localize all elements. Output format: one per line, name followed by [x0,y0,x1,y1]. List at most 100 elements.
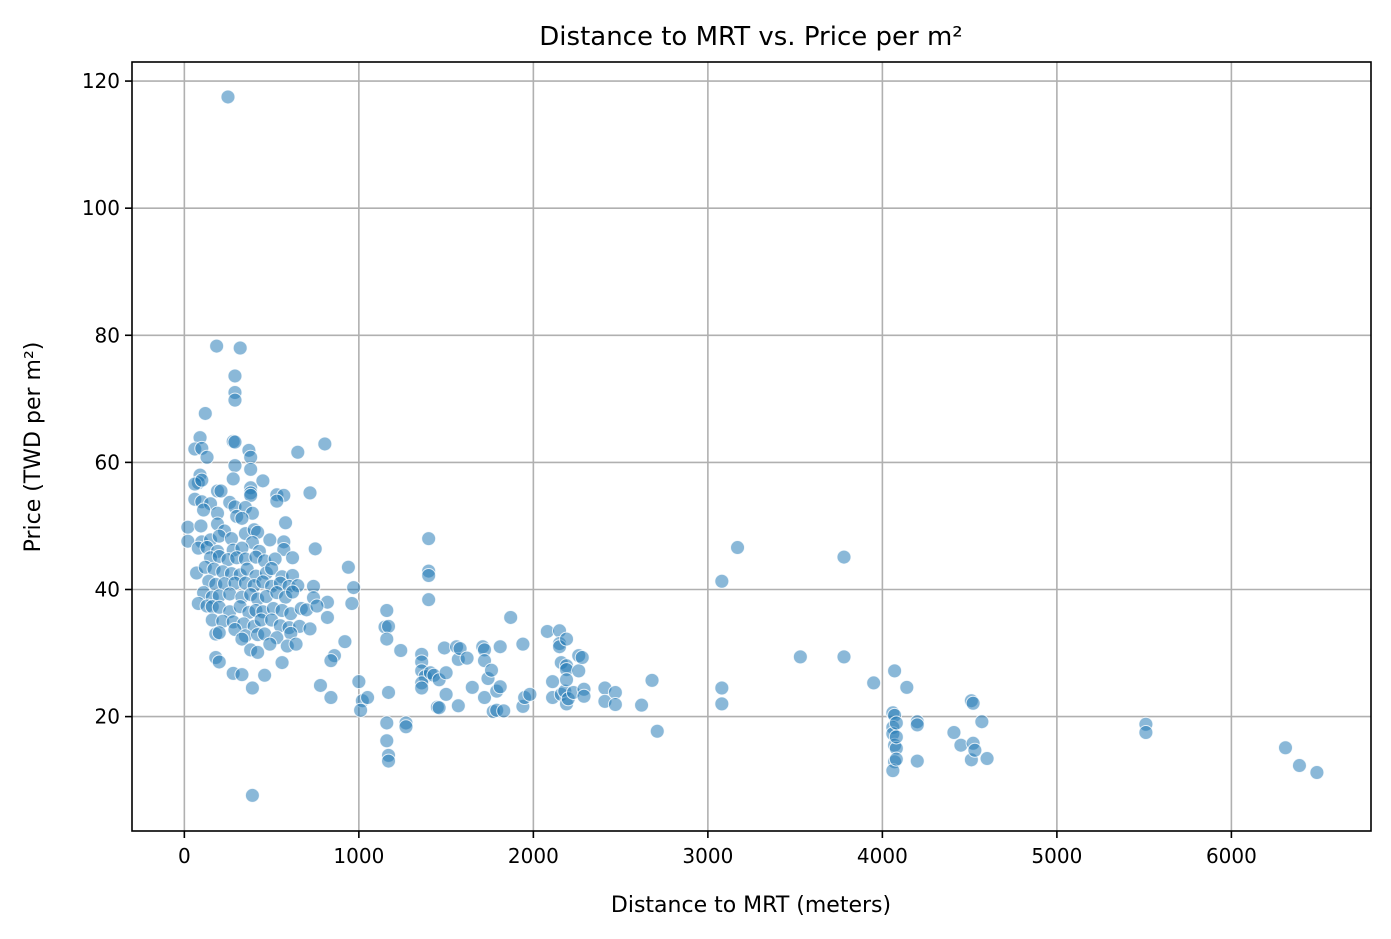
data-point [946,724,962,740]
data-point [351,674,367,690]
data-point [262,636,278,652]
data-point [257,667,273,683]
data-point [974,714,990,730]
data-point [888,751,904,767]
y-axis-label: Price (TWD per m²) [21,342,46,553]
data-point [379,715,395,731]
y-axis-ticks: 20 40 60 80 100 120 [82,69,132,729]
y-tick-label: 120 [82,69,120,93]
data-point [379,631,395,647]
data-point [1138,724,1154,740]
data-point [459,650,475,666]
data-point [515,636,531,652]
data-point [836,549,852,565]
data-point [227,392,243,408]
data-point [634,697,650,713]
data-point [496,703,512,719]
data-point [483,662,499,678]
x-tick-label: 5000 [1031,844,1082,868]
data-point [421,531,437,547]
data-point [477,690,493,706]
data-points [180,89,1325,803]
x-axis-ticks: 0 1000 2000 3000 4000 5000 6000 [178,831,1257,868]
data-point [393,643,409,659]
data-point [234,631,250,647]
data-point [232,340,248,356]
data-point [353,702,369,718]
plot-frame [131,61,1372,832]
data-point [909,717,925,733]
data-point [193,518,209,534]
data-point [319,609,335,625]
chart-title: Distance to MRT vs. Price per m² [539,22,962,52]
x-tick-label: 2000 [508,844,559,868]
x-axis-label: Distance to MRT (meters) [611,893,891,918]
data-point [346,580,362,596]
data-point [337,634,353,650]
data-point [574,649,590,665]
data-point [199,449,215,465]
data-point [244,787,260,803]
data-point [344,595,360,611]
data-point [264,561,280,577]
data-point [250,644,266,660]
data-point [209,338,225,354]
data-point [244,680,260,696]
data-point [211,654,227,670]
data-point [278,515,294,531]
data-point [1277,740,1293,756]
data-point [503,609,519,625]
data-point [492,639,508,655]
data-point [262,532,278,548]
data-point [180,519,196,535]
data-point [450,698,466,714]
data-point [194,472,210,488]
data-point [836,649,852,665]
data-point [227,368,243,384]
data-point [522,686,538,702]
data-point [197,405,213,421]
data-point [360,690,376,706]
data-point [421,592,437,608]
x-tick-label: 6000 [1206,844,1257,868]
data-point [381,684,397,700]
data-point [274,655,290,671]
data-point [302,485,318,501]
y-tick-label: 20 [95,705,120,729]
data-point [269,493,285,509]
data-point [714,573,730,589]
data-point [967,742,983,758]
data-point [965,695,981,711]
data-point [792,649,808,665]
y-tick-label: 80 [95,323,120,347]
data-point [285,550,301,566]
data-point [213,483,229,499]
data-point [323,653,339,669]
data-point [571,663,587,679]
data-point [227,458,243,474]
data-point [887,663,903,679]
data-point [290,444,306,460]
data-point [312,677,328,693]
data-point [211,528,227,544]
data-point [438,686,454,702]
data-point [225,471,241,487]
y-tick-label: 100 [82,196,120,220]
data-point [234,667,250,683]
data-point [730,540,746,556]
data-point [421,568,437,584]
data-point [379,733,395,749]
x-tick-label: 0 [178,844,191,868]
data-point [1309,765,1325,781]
y-tick-label: 40 [95,577,120,601]
data-point [211,625,227,641]
data-point [714,680,730,696]
data-point [464,679,480,695]
data-point [979,751,995,767]
data-point [559,631,575,647]
data-point [649,723,665,739]
data-point [340,559,356,575]
data-point [285,584,301,600]
